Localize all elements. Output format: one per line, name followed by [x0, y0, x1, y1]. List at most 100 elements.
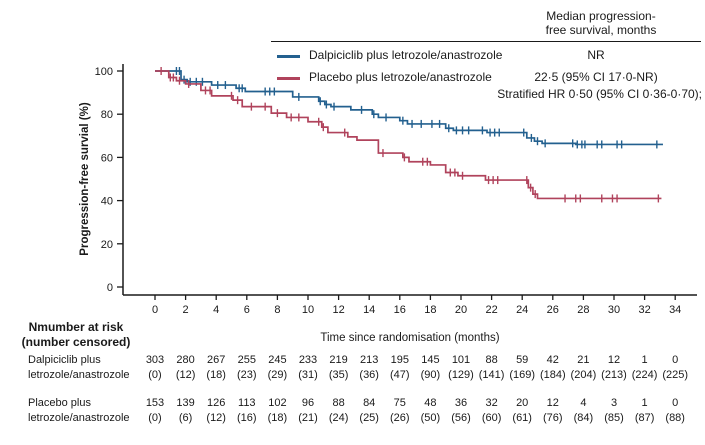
risk-col-placebo-m4: 126 (12): [197, 396, 235, 426]
risk-col-placebo-m24: 20 (61): [503, 396, 541, 426]
risk-col-dalpiciclib-m18: 145 (90): [411, 353, 449, 383]
censored-count: (61): [512, 412, 532, 424]
censored-count: (90): [420, 369, 441, 381]
risk-col-placebo-m26: 12 (76): [534, 396, 572, 426]
censored-count: (204): [570, 369, 597, 381]
censored-count: (224): [631, 369, 658, 381]
x-tick-label: 30: [608, 304, 620, 316]
risk-col-dalpiciclib-m30: 12 (213): [595, 353, 633, 383]
censored-count: (24): [328, 412, 349, 424]
censored-count: (84): [573, 412, 594, 424]
risk-col-placebo-m14: 84 (25): [350, 396, 388, 426]
legend-value-dalpiciclib: NR: [587, 48, 605, 62]
at-risk-count: 219: [329, 354, 348, 366]
at-risk-count: 21: [577, 354, 590, 366]
censored-count: (56): [451, 412, 471, 424]
risk-col-placebo-m20: 36 (56): [442, 396, 480, 426]
stratified-hr-text: Stratified HR 0·50 (95% CI 0·36-0·70);: [497, 87, 702, 101]
risk-col-dalpiciclib-m22: 88 (141): [473, 353, 511, 383]
risk-row-label-dalpiciclib-line2: letrozole/anastrozole: [28, 369, 130, 381]
censored-count: (35): [328, 369, 349, 381]
legend-item-placebo: Placebo plus letrozole/anastrozole 22·5 …: [0, 70, 705, 85]
censored-count: (18): [206, 369, 226, 381]
placebo-line-swatch: [277, 77, 300, 80]
risk-col-placebo-m30: 3 (85): [595, 396, 633, 426]
at-risk-count: 0: [672, 354, 679, 366]
at-risk-count: 102: [268, 397, 287, 409]
x-tick-label: 26: [547, 304, 559, 316]
legend-value-placebo: 22·5 (95% CI 17·0-NR): [534, 70, 658, 84]
censored-count: (12): [206, 412, 226, 424]
at-risk-count: 3: [610, 397, 618, 409]
risk-col-dalpiciclib-m2: 280 (12): [167, 353, 205, 383]
at-risk-count: 96: [301, 397, 315, 409]
censored-count: (6): [178, 412, 193, 424]
at-risk-count: 213: [360, 354, 379, 366]
at-risk-count: 0: [672, 397, 679, 409]
at-risk-count: 36: [454, 397, 468, 409]
risk-col-placebo-m2: 139 (6): [167, 396, 205, 426]
x-tick-label: 14: [363, 304, 375, 316]
risk-col-dalpiciclib-m0: 303 (0): [136, 353, 174, 383]
km-plot: 0 2 4 6 8 10 12 14 16 18 20 22 24 26 28 30 32 34020406080…: [79, 64, 697, 344]
x-axis-label: Time since randomisation (months): [320, 332, 499, 344]
risk-col-dalpiciclib-m34: 0 (225): [656, 353, 694, 383]
legend-divider-line: [271, 41, 701, 42]
risk-col-placebo-m12: 88 (24): [320, 396, 358, 426]
censored-count: (141): [478, 369, 505, 381]
risk-col-placebo-m32: 1 (87): [626, 396, 664, 426]
at-risk-count: 145: [421, 354, 440, 366]
x-tick-label: 22: [485, 304, 497, 316]
risk-table-header: Nmumber at risk (number censored): [0, 320, 152, 350]
risk-col-placebo-m8: 102 (18): [258, 396, 296, 426]
at-risk-count: 4: [580, 397, 587, 409]
censored-count: (47): [390, 369, 410, 381]
at-risk-count: 255: [237, 354, 256, 366]
at-risk-count: 195: [390, 354, 409, 366]
risk-col-placebo-m0: 153 (0): [136, 396, 174, 426]
at-risk-count: 42: [546, 354, 559, 366]
y-tick-label: 40: [101, 196, 113, 208]
y-tick-label: 60: [101, 152, 113, 164]
dalpiciclib-curve: [155, 70, 663, 146]
y-tick-label: 20: [101, 239, 113, 251]
at-risk-count: 113: [238, 397, 256, 409]
risk-col-placebo-m6: 113 (16): [228, 396, 266, 426]
x-tick-label: 4: [213, 304, 219, 316]
at-risk-count: 267: [207, 354, 226, 366]
censored-count: (21): [298, 412, 318, 424]
placebo-curve: [155, 70, 662, 200]
risk-col-dalpiciclib-m10: 233 (31): [289, 353, 327, 383]
censored-count: (36): [359, 369, 379, 381]
risk-col-placebo-m16: 75 (26): [381, 396, 419, 426]
risk-col-dalpiciclib-m14: 213 (36): [350, 353, 388, 383]
at-risk-count: 84: [363, 397, 376, 409]
at-risk-count: 12: [607, 354, 621, 366]
censored-count: (88): [665, 412, 685, 424]
censored-count: (16): [237, 412, 257, 424]
median-pfs-header-line2: free survival, months: [545, 23, 657, 37]
risk-row-label-placebo-line2: letrozole/anastrozole: [28, 412, 130, 424]
censored-count: (87): [634, 412, 655, 424]
risk-col-dalpiciclib-m4: 267 (18): [197, 353, 235, 383]
risk-col-placebo-m28: 4 (84): [564, 396, 602, 426]
x-tick-label: 18: [424, 304, 436, 316]
risk-col-dalpiciclib-m28: 21 (204): [564, 353, 602, 383]
censored-count: (50): [420, 412, 441, 424]
censored-count: (0): [148, 369, 162, 381]
legend-item-dalpiciclib: Dalpiciclib plus letrozole/anastrozole N…: [0, 48, 705, 63]
at-risk-count: 59: [516, 354, 529, 366]
censored-count: (60): [481, 412, 502, 424]
risk-col-dalpiciclib-m20: 101 (129): [442, 353, 480, 383]
dalpiciclib-line-swatch: [277, 55, 300, 58]
x-tick-label: 0: [152, 304, 158, 316]
risk-col-dalpiciclib-m24: 59 (169): [503, 353, 541, 383]
censored-count: (169): [509, 369, 536, 381]
risk-col-dalpiciclib-m32: 1 (224): [626, 353, 664, 383]
y-axis-label: Progression-free survial (%): [79, 102, 91, 256]
median-pfs-header-line1: Median progression-: [546, 9, 656, 23]
censored-count: (23): [237, 369, 257, 381]
censored-count: (25): [359, 412, 379, 424]
risk-col-placebo-m22: 32 (60): [473, 396, 511, 426]
x-tick-label: 34: [669, 304, 681, 316]
